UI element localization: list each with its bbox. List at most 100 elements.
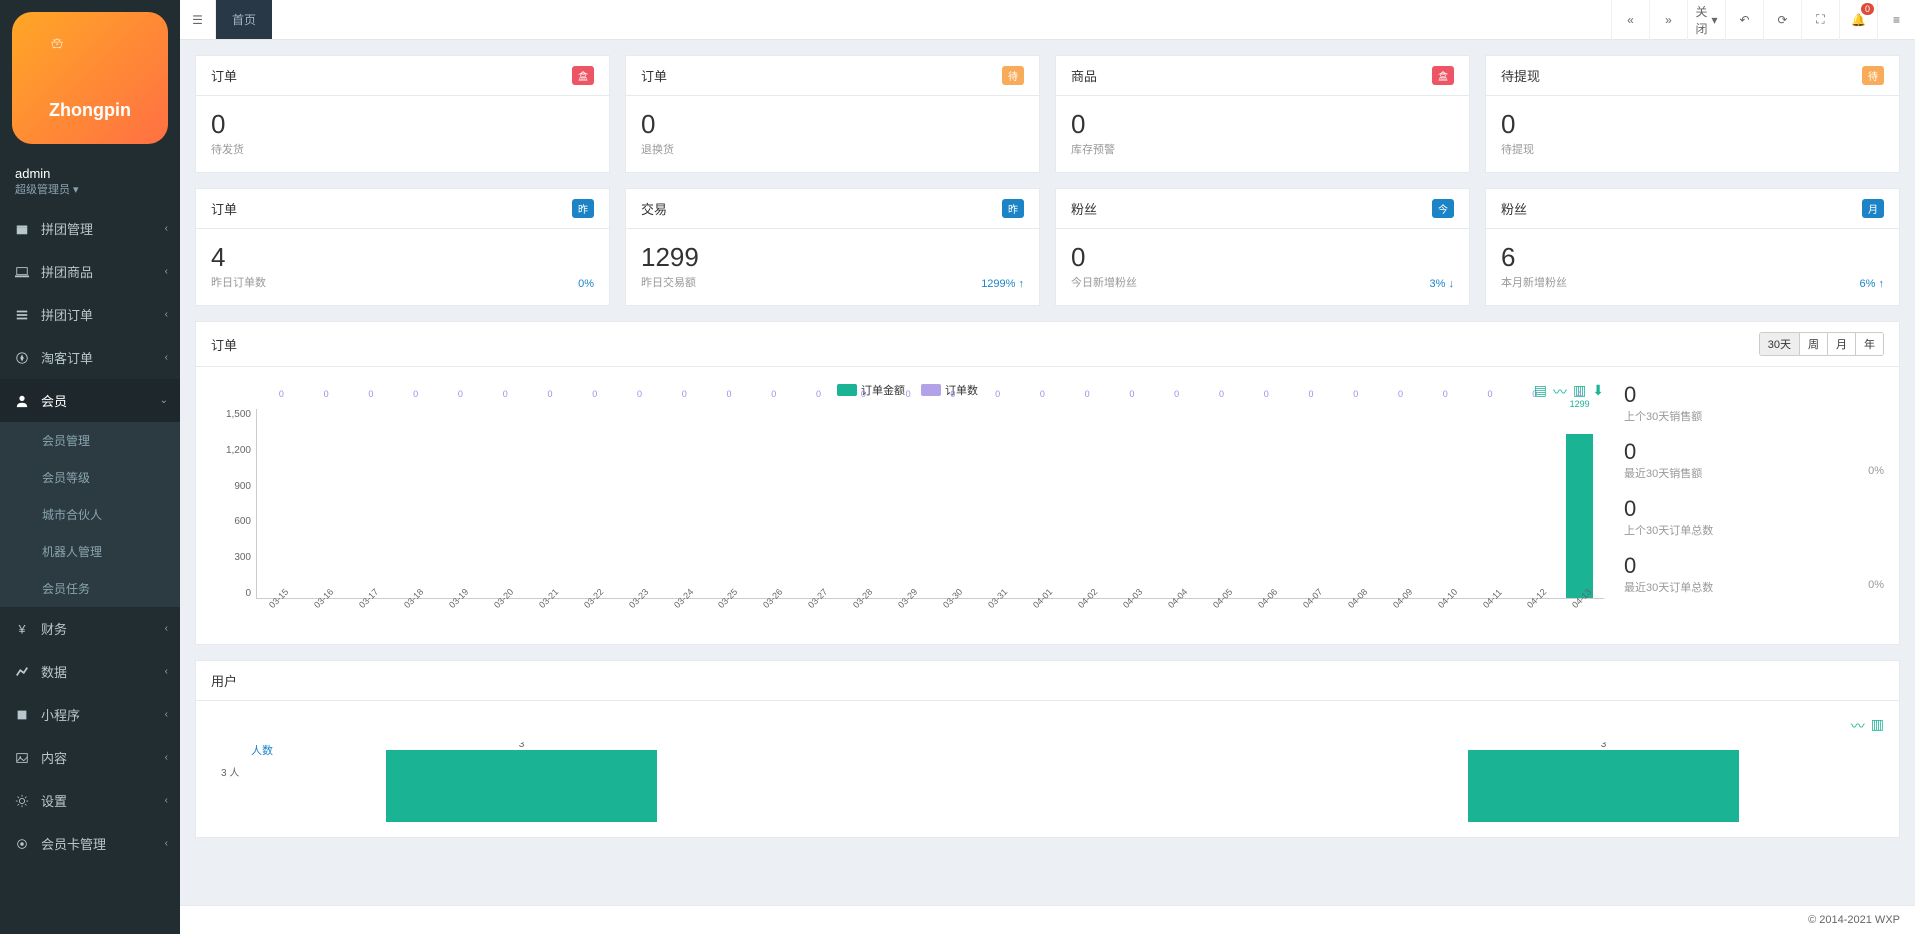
bar-value-count: 0 [503, 389, 508, 399]
card-trend: 0% [578, 278, 594, 290]
stat-pct: 0% [1868, 465, 1884, 477]
range-button[interactable]: 周 [1800, 333, 1828, 355]
stats-row-1: 订单 盒 0 待发货 订单 待 0 退换货 商品 盒 0 [195, 55, 1900, 173]
card-title: 商品 [1071, 66, 1097, 85]
status-badge: 盒 [572, 66, 594, 85]
download-icon[interactable]: ⬇ [1592, 382, 1604, 402]
y-tick: 600 [211, 516, 251, 527]
status-badge: 今 [1432, 199, 1454, 218]
bar-column: 0 0 [662, 409, 707, 598]
card-value: 0 [1501, 111, 1884, 137]
nav-item[interactable]: 小程序‹ [0, 693, 180, 736]
status-badge: 昨 [572, 199, 594, 218]
side-stat: 0 上个30天订单总数 [1624, 496, 1884, 538]
user-icon [15, 394, 33, 408]
card-title: 订单 [641, 66, 667, 85]
bar-value-count: 0 [1488, 389, 1493, 399]
card-title: 粉丝 [1071, 199, 1097, 218]
user-bar [386, 750, 657, 822]
card-value: 1299 [641, 244, 1024, 270]
user-name: admin [15, 166, 165, 181]
chevron-down-icon: ⌄ [160, 395, 168, 406]
x-axis: 03-1503-1603-1703-1803-1903-2003-2103-22… [256, 601, 1604, 629]
legend-item[interactable]: 订单金额 [837, 382, 905, 398]
nav-item[interactable]: 淘客订单‹ [0, 336, 180, 379]
logo-container: 拼 Zhongpin [0, 0, 180, 156]
nav-first-button[interactable]: « [1611, 0, 1649, 40]
order-panel-title: 订单 [211, 335, 237, 354]
brand-logo[interactable]: 拼 Zhongpin [12, 12, 168, 144]
nav-sub-item[interactable]: 城市合伙人 [0, 496, 180, 533]
svg-text:拼: 拼 [56, 42, 58, 46]
bar-value-count: 0 [324, 389, 329, 399]
card-title: 粉丝 [1501, 199, 1527, 218]
bar-value-count: 0 [1398, 389, 1403, 399]
bar-column: 0 0 [393, 409, 438, 598]
stat-card[interactable]: 商品 盒 0 库存预警 [1055, 55, 1470, 173]
y-tick: 1,200 [211, 445, 251, 456]
close-dropdown[interactable]: 关闭 ▾ [1687, 0, 1725, 40]
nav-item[interactable]: 会员卡管理‹ [0, 822, 180, 865]
nav-sub-item[interactable]: 会员任务 [0, 570, 180, 607]
bar-column: 0 0 [572, 409, 617, 598]
nav-item[interactable]: 设置‹ [0, 779, 180, 822]
fullscreen-button[interactable]: ⛶ [1801, 0, 1839, 40]
nav-last-button[interactable]: » [1649, 0, 1687, 40]
stat-value: 0 [1624, 382, 1884, 408]
tab-home[interactable]: 首页 [216, 0, 272, 39]
user-role-dropdown[interactable]: 超级管理员 ▾ [15, 181, 165, 197]
bar-column: 0 0 [796, 409, 841, 598]
nav-item[interactable]: 内容‹ [0, 736, 180, 779]
stat-card[interactable]: 粉丝 月 6 本月新增粉丝 6% ↑ [1485, 188, 1900, 306]
refresh-icon: ⟳ [1777, 13, 1787, 27]
notifications-button[interactable]: 🔔 0 [1839, 0, 1877, 40]
stat-card[interactable]: 待提现 待 0 待提现 [1485, 55, 1900, 173]
compass-icon [15, 351, 33, 365]
order-chart: ▤ 〰 ▥ ⬇ 订单金额订单数 1,5001,2009006003000 0 0… [211, 382, 1604, 629]
status-badge: 待 [1862, 66, 1884, 85]
card-value: 0 [1071, 244, 1454, 270]
bar-column: 0 0 [930, 409, 975, 598]
nav-item[interactable]: 拼团管理‹ [0, 207, 180, 250]
stat-label: 最近30天订单总数0% [1624, 579, 1884, 595]
nav-item[interactable]: 会员⌄ [0, 379, 180, 422]
chevron-left-icon: ‹ [165, 223, 168, 234]
stat-card[interactable]: 订单 昨 4 昨日订单数 0% [195, 188, 610, 306]
stats-row-2: 订单 昨 4 昨日订单数 0% 交易 昨 1299 昨日交易额 1299% ↑ … [195, 188, 1900, 306]
bar-value-count: 0 [279, 389, 284, 399]
nav-label: 设置 [41, 791, 67, 810]
bar-column: 0 0 [438, 409, 483, 598]
line-chart-icon[interactable]: 〰 [1553, 382, 1567, 402]
refresh-button[interactable]: ⟳ [1763, 0, 1801, 40]
stat-card[interactable]: 订单 待 0 退换货 [625, 55, 1040, 173]
bar-chart-icon[interactable]: ▥ [1871, 716, 1884, 736]
undo-button[interactable]: ↶ [1725, 0, 1763, 40]
nav-sub-item[interactable]: 机器人管理 [0, 533, 180, 570]
line-chart-icon[interactable]: 〰 [1851, 716, 1865, 736]
range-button[interactable]: 月 [1828, 333, 1856, 355]
menu-toggle-button[interactable]: ☰ [180, 0, 216, 39]
bar-value-count: 0 [592, 389, 597, 399]
topbar: ☰ 首页 « » 关闭 ▾ ↶ ⟳ ⛶ 🔔 0 ≡ [180, 0, 1915, 40]
range-button[interactable]: 30天 [1760, 333, 1800, 355]
bar-column: 0 0 [1244, 409, 1289, 598]
nav-item[interactable]: 数据‹ [0, 650, 180, 693]
chevron-left-icon: ‹ [165, 666, 168, 677]
nav-label: 会员卡管理 [41, 834, 106, 853]
status-badge: 盒 [1432, 66, 1454, 85]
chevron-left-icon: ‹ [165, 752, 168, 763]
nav-item[interactable]: 拼团商品‹ [0, 250, 180, 293]
nav-sub-item[interactable]: 会员管理 [0, 422, 180, 459]
list-button[interactable]: ≡ [1877, 0, 1915, 40]
chevron-left-icon: ‹ [165, 352, 168, 363]
bar-value-count: 0 [682, 389, 687, 399]
bar-column: 0 0 [1423, 409, 1468, 598]
nav-item[interactable]: ¥财务‹ [0, 607, 180, 650]
nav-sub-item[interactable]: 会员等级 [0, 459, 180, 496]
nav-item[interactable]: 拼团订单‹ [0, 293, 180, 336]
stat-card[interactable]: 交易 昨 1299 昨日交易额 1299% ↑ [625, 188, 1040, 306]
stat-card[interactable]: 订单 盒 0 待发货 [195, 55, 610, 173]
range-button[interactable]: 年 [1856, 333, 1883, 355]
stat-card[interactable]: 粉丝 今 0 今日新增粉丝 3% ↓ [1055, 188, 1470, 306]
svg-text:¥: ¥ [18, 622, 26, 636]
